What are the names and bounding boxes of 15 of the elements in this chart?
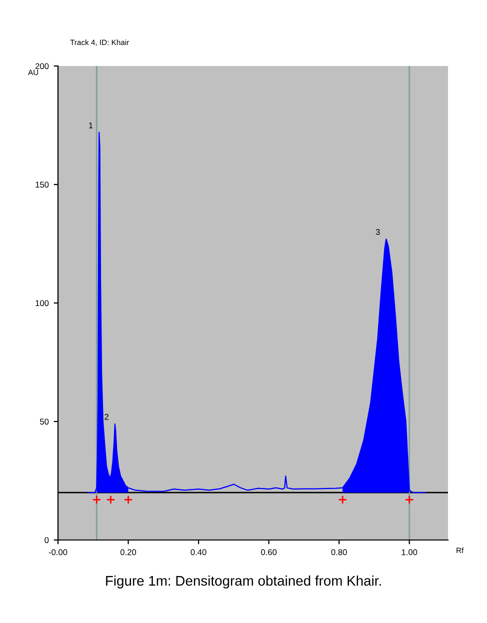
y-tick-label: 50: [40, 418, 49, 425]
annotation: 2: [104, 414, 108, 420]
caption: Figure 1m: Densitogram obtained from Khair.: [106, 576, 381, 588]
y-tick-label: 150: [36, 182, 49, 188]
y-tick-label: 200: [35, 63, 49, 70]
y-tick-label: 0: [44, 537, 49, 544]
x-tick-label: -0.00: [48, 549, 68, 556]
x-tick-label: 1.00: [402, 549, 418, 556]
x-tick-label: 0.80: [331, 549, 347, 556]
x-tick-label: 0.60: [261, 549, 277, 556]
y-tick-label: 100: [36, 300, 49, 306]
annotation: 1: [89, 122, 93, 128]
x-tick-label: 0.20: [120, 549, 136, 556]
annotation: 3: [376, 229, 380, 235]
x-tick-label: 0.40: [190, 549, 206, 556]
